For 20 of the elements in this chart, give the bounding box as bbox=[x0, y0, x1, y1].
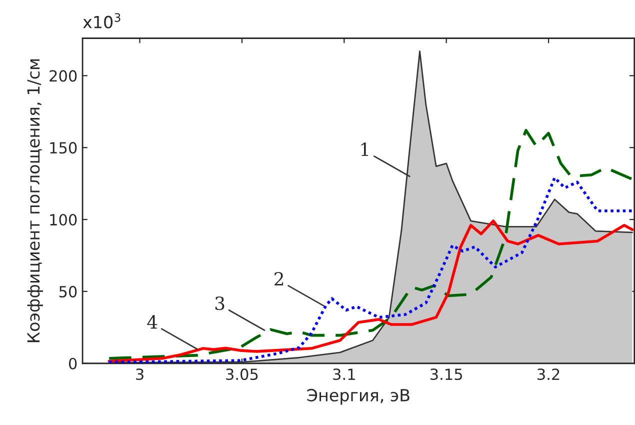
y-axis-title: Коэффициент поглощения, 1/см bbox=[27, 59, 43, 342]
annotation: 3 bbox=[215, 296, 224, 310]
annotation: 2 bbox=[274, 272, 284, 286]
text: x10$^{3}$ bbox=[83, 13, 120, 28]
x-tick-label: 3 bbox=[136, 368, 144, 380]
annotation: 4 bbox=[147, 315, 158, 329]
y-tick-label: 200 bbox=[50, 70, 77, 82]
x-tick-label: 3.1 bbox=[333, 368, 355, 380]
line-series bbox=[108, 128, 634, 360]
x-tick-label: 3.2 bbox=[538, 368, 560, 380]
line-series bbox=[108, 176, 634, 364]
y-tick-label: 100 bbox=[50, 214, 77, 226]
x-tick-label: 3.05 bbox=[226, 368, 258, 380]
line-series bbox=[108, 220, 634, 363]
annotation: 1 bbox=[361, 142, 368, 156]
y-tick-label: 50 bbox=[59, 286, 77, 298]
y-tick-label: 150 bbox=[50, 142, 77, 154]
y-tick-label: 0 bbox=[68, 358, 77, 370]
x-tick-label: 3.15 bbox=[430, 368, 462, 380]
x-axis-title: Энергия, эВ bbox=[307, 388, 410, 405]
